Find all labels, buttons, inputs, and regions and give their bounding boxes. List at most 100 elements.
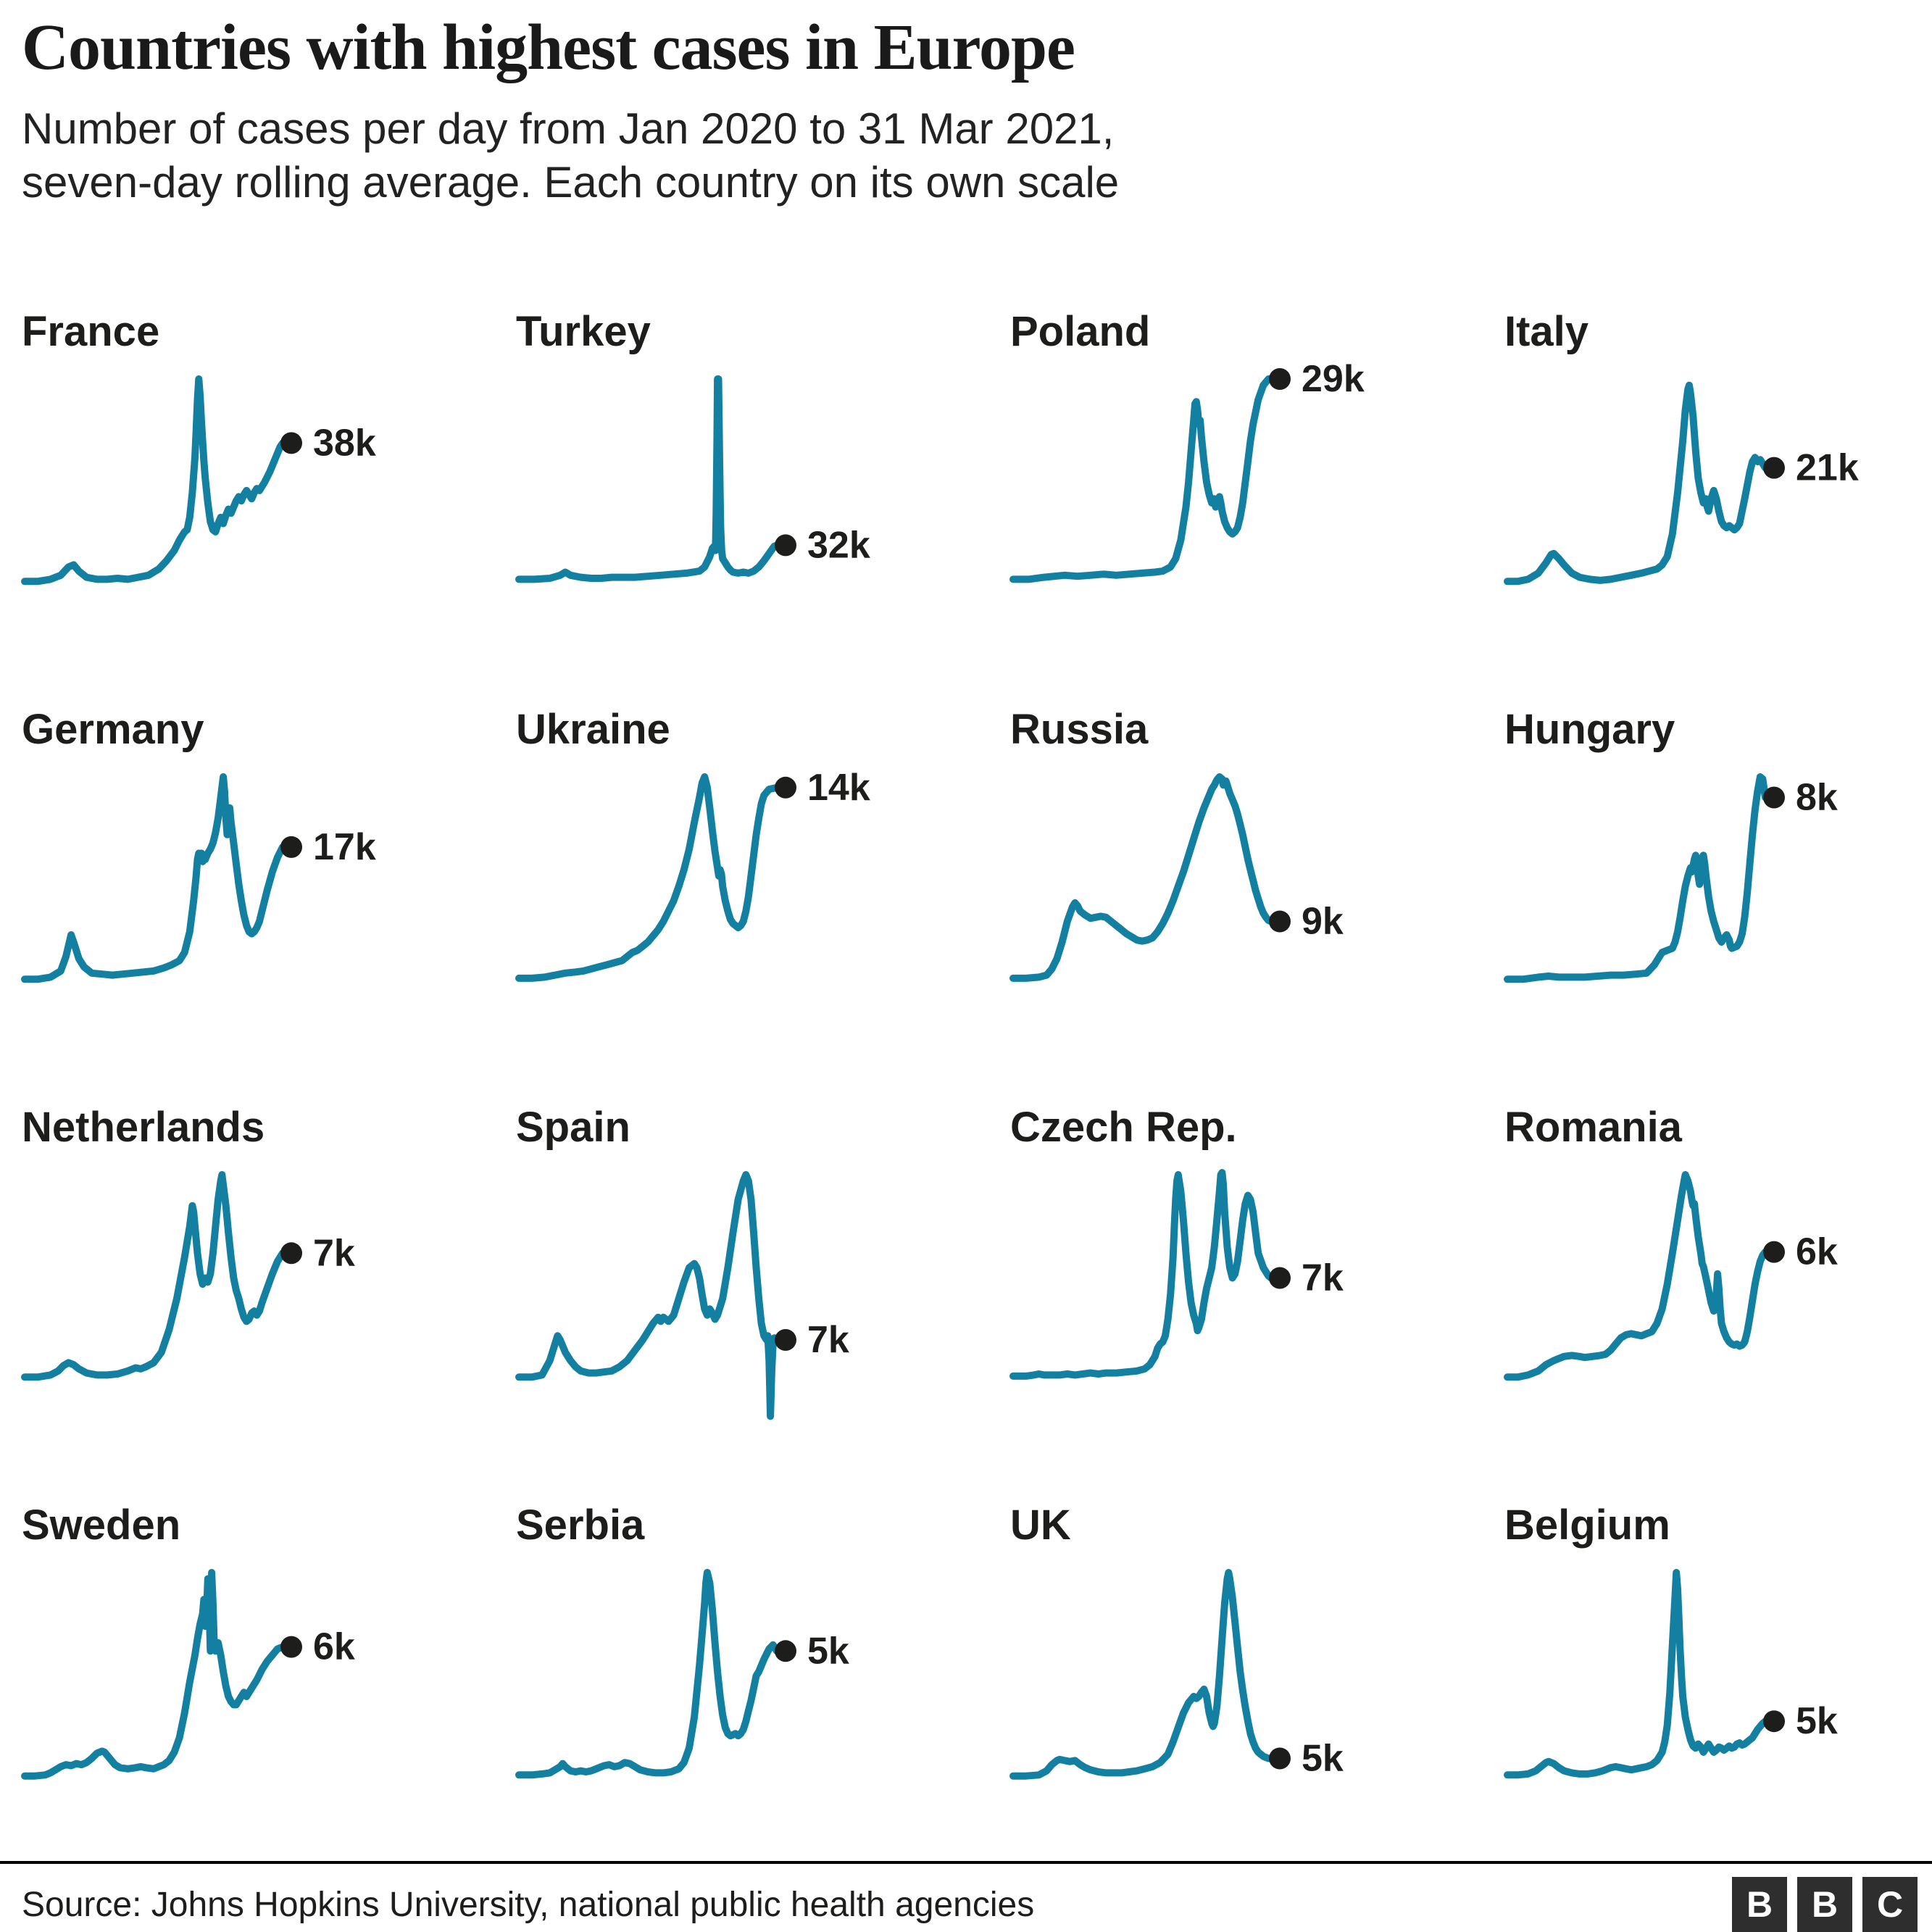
sparkline-chart: 14k [515,767,870,982]
end-value-label: 21k [1796,447,1859,489]
end-value-label: 6k [1796,1231,1838,1273]
bbc-logo-letter-3: C [1862,1877,1918,1932]
end-dot [1269,1267,1291,1289]
end-value-label: 5k [807,1630,849,1672]
case-line [21,1171,286,1381]
country-label: Belgium [1504,1502,1670,1549]
case-line [1009,773,1275,982]
end-dot [1269,1747,1291,1770]
sparkline-chart: 21k [1504,381,1859,586]
country-panel: Netherlands 7k [21,1104,516,1399]
sparkline-chart: 9k [1009,773,1344,982]
sparkline-chart: 32k [515,375,870,583]
subtitle-line-2: seven-day rolling average. Each country … [22,158,1120,207]
country-label: Czech Rep. [1010,1104,1237,1151]
country-label: Turkey [516,308,651,355]
charts-grid: France 38k Turkey 32k Poland 29k Italy 2… [0,311,1932,1797]
country-label: Russia [1010,706,1149,753]
case-line [515,375,780,583]
end-value-label: 5k [1302,1738,1344,1780]
country-label: Ukraine [516,706,670,753]
sparkline-chart: 7k [21,1171,355,1381]
end-value-label: 38k [313,422,376,464]
case-line [1504,773,1769,983]
country-label: Netherlands [22,1104,265,1151]
end-value-label: 17k [313,826,376,868]
case-line [515,1171,780,1420]
end-dot [280,432,302,454]
sparkline-chart: 5k [1504,1569,1838,1779]
footer: Source: Johns Hopkins University, nation… [0,1861,1932,1932]
country-label: Romania [1504,1104,1682,1151]
case-line [21,1569,286,1780]
case-line [1504,1171,1769,1381]
sparkline-chart: 6k [21,1569,355,1780]
subtitle-line-1: Number of cases per day from Jan 2020 to… [22,104,1115,153]
end-dot [1763,786,1785,809]
end-value-label: 32k [807,524,870,566]
page-title: Countries with highest cases in Europe [22,12,1075,83]
country-panel: Spain 7k [515,1104,1010,1420]
case-line [515,773,780,982]
country-panel: Sweden 6k [21,1502,516,1797]
sparkline-chart: 5k [1009,1569,1344,1780]
country-label: Spain [516,1104,630,1151]
case-line [21,773,286,983]
country-panel: Russia 9k [1009,706,1504,1002]
sparkline-chart: 8k [1504,773,1838,983]
end-dot [1269,368,1291,390]
end-value-label: 14k [807,767,870,809]
end-value-label: 8k [1796,777,1838,819]
country-label: UK [1010,1502,1071,1549]
country-panel: France 38k [21,308,516,604]
country-panel: Serbia 5k [515,1502,1010,1797]
country-panel: Poland 29k [1009,308,1504,604]
country-label: France [22,308,160,355]
sparkline-chart: 7k [515,1171,849,1420]
country-panel: UK 5k [1009,1502,1504,1797]
country-label: Sweden [22,1502,181,1549]
bbc-logo-letter-2: B [1797,1877,1852,1932]
header: Countries with highest cases in Europe N… [0,0,1932,209]
end-dot [280,1636,302,1658]
end-dot [1763,1710,1785,1733]
case-line [21,375,286,586]
sparkline-chart: 29k [1009,358,1365,583]
end-dot [1763,457,1785,479]
end-value-label: 7k [1302,1257,1344,1299]
country-panel: Italy 21k [1504,311,1932,604]
country-label: Poland [1010,308,1151,355]
country-label: Hungary [1504,706,1675,753]
country-label: Italy [1504,308,1589,355]
case-line [1504,381,1769,586]
end-dot [280,1242,302,1265]
end-value-label: 9k [1302,901,1344,943]
case-line [1009,1169,1275,1380]
country-panel: Belgium 5k [1504,1504,1932,1797]
case-line [515,1569,780,1779]
end-dot [775,1329,796,1351]
sparkline-chart: 6k [1504,1171,1838,1381]
country-panel: Turkey 32k [515,308,1010,604]
end-dot [775,776,796,799]
country-label: Germany [22,706,204,753]
end-dot [775,534,796,557]
country-label: Serbia [516,1502,645,1549]
end-value-label: 29k [1302,358,1365,400]
case-line [1009,1569,1275,1780]
source-note: Source: Johns Hopkins University, nation… [22,1885,1035,1924]
country-panel: Czech Rep. 7k [1009,1104,1504,1399]
case-line [1009,375,1275,583]
country-panel: Germany 17k [21,706,516,1002]
end-value-label: 7k [807,1319,849,1361]
country-panel: Hungary 8k [1504,709,1932,1002]
end-dot [1269,910,1291,933]
sparkline-chart: 17k [21,773,376,983]
bbc-logo-letter-1: B [1732,1877,1787,1932]
end-dot [775,1640,796,1662]
end-value-label: 5k [1796,1700,1838,1742]
end-dot [1763,1241,1785,1263]
sparkline-chart: 38k [21,375,376,586]
case-line [1504,1569,1769,1779]
